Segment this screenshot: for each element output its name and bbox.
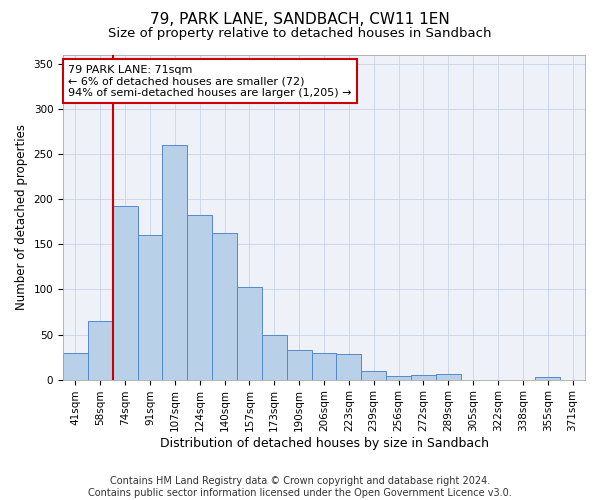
Bar bbox=[212, 232, 237, 380]
Bar bbox=[361, 370, 386, 380]
Bar bbox=[337, 354, 361, 380]
Bar bbox=[535, 377, 560, 380]
Bar bbox=[411, 375, 436, 380]
Text: 79 PARK LANE: 71sqm
← 6% of detached houses are smaller (72)
94% of semi-detache: 79 PARK LANE: 71sqm ← 6% of detached hou… bbox=[68, 64, 352, 98]
Bar bbox=[237, 286, 262, 380]
Bar bbox=[187, 214, 212, 380]
Bar bbox=[386, 376, 411, 380]
Bar bbox=[113, 206, 137, 380]
Bar bbox=[311, 352, 337, 380]
X-axis label: Distribution of detached houses by size in Sandbach: Distribution of detached houses by size … bbox=[160, 437, 488, 450]
Bar bbox=[137, 236, 163, 380]
Bar bbox=[262, 334, 287, 380]
Text: Size of property relative to detached houses in Sandbach: Size of property relative to detached ho… bbox=[108, 28, 492, 40]
Bar bbox=[287, 350, 311, 380]
Bar bbox=[88, 321, 113, 380]
Y-axis label: Number of detached properties: Number of detached properties bbox=[15, 124, 28, 310]
Bar bbox=[63, 352, 88, 380]
Bar bbox=[436, 374, 461, 380]
Bar bbox=[163, 145, 187, 380]
Text: Contains HM Land Registry data © Crown copyright and database right 2024.
Contai: Contains HM Land Registry data © Crown c… bbox=[88, 476, 512, 498]
Text: 79, PARK LANE, SANDBACH, CW11 1EN: 79, PARK LANE, SANDBACH, CW11 1EN bbox=[150, 12, 450, 28]
